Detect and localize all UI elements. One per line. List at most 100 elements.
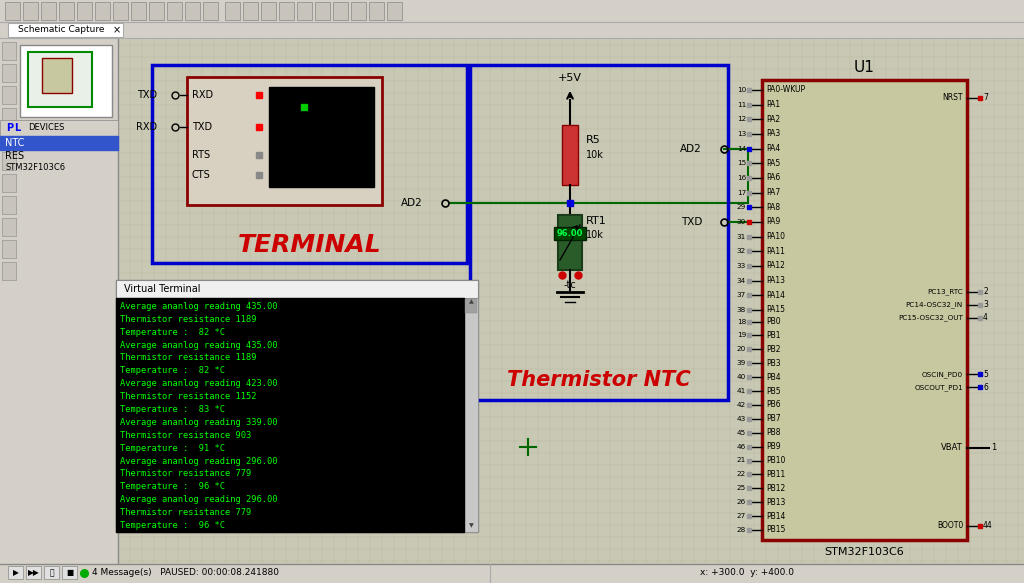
Bar — [351, 2, 366, 20]
Bar — [243, 2, 258, 20]
Text: ▶: ▶ — [12, 568, 18, 577]
Text: PB14: PB14 — [766, 512, 785, 521]
Text: x: +300.0  y: +400.0: x: +300.0 y: +400.0 — [700, 568, 794, 577]
Text: PA3: PA3 — [766, 129, 780, 139]
Text: AD2: AD2 — [680, 143, 702, 154]
Text: NRST: NRST — [942, 93, 963, 103]
Bar — [0, 136, 118, 150]
Text: CTS: CTS — [193, 170, 211, 180]
Bar — [118, 38, 1024, 565]
Text: 34: 34 — [736, 278, 746, 284]
Text: PB9: PB9 — [766, 442, 780, 451]
Bar — [5, 2, 20, 20]
Bar — [62, 566, 77, 579]
Text: TXD: TXD — [137, 90, 157, 100]
Bar — [44, 566, 59, 579]
Text: STM32F103C6: STM32F103C6 — [824, 547, 904, 557]
Bar — [333, 2, 348, 20]
Text: P: P — [6, 123, 13, 133]
Text: 16: 16 — [736, 175, 746, 181]
Text: 40: 40 — [736, 374, 746, 380]
Text: PB0: PB0 — [766, 317, 780, 326]
Bar — [470, 65, 728, 400]
Text: +5V: +5V — [558, 73, 582, 83]
Text: Thermistor resistance 779: Thermistor resistance 779 — [120, 508, 251, 517]
Text: Average ananlog reading 435.00: Average ananlog reading 435.00 — [120, 302, 278, 311]
Text: Temperature :  82 *C: Temperature : 82 *C — [120, 366, 225, 375]
Bar — [150, 2, 164, 20]
Bar — [8, 23, 123, 37]
Text: 32: 32 — [736, 248, 746, 254]
Bar — [464, 298, 478, 532]
Text: TXD: TXD — [681, 217, 702, 227]
Text: PB3: PB3 — [766, 359, 780, 368]
Bar — [26, 566, 41, 579]
Text: PA1: PA1 — [766, 100, 780, 109]
Text: Average ananlog reading 339.00: Average ananlog reading 339.00 — [120, 418, 278, 427]
Text: PB15: PB15 — [766, 525, 785, 535]
Bar — [0, 564, 1024, 583]
Text: Thermistor resistance 779: Thermistor resistance 779 — [120, 469, 251, 479]
Text: 18: 18 — [736, 318, 746, 325]
Text: 4 Message(s)   PAUSED: 00:00:08.241880: 4 Message(s) PAUSED: 00:00:08.241880 — [92, 568, 279, 577]
Text: PC14-OSC32_IN: PC14-OSC32_IN — [906, 301, 963, 308]
Text: PB8: PB8 — [766, 428, 780, 437]
Text: PA6: PA6 — [766, 174, 780, 182]
Text: PA5: PA5 — [766, 159, 780, 168]
Text: 10k: 10k — [586, 230, 604, 240]
Text: Average ananlog reading 296.00: Average ananlog reading 296.00 — [120, 456, 278, 466]
Text: 33: 33 — [736, 263, 746, 269]
Bar — [297, 2, 312, 20]
Text: PA7: PA7 — [766, 188, 780, 197]
Text: 41: 41 — [736, 388, 746, 394]
Text: DEVICES: DEVICES — [28, 124, 65, 132]
Text: 39: 39 — [736, 360, 746, 366]
Text: PA10: PA10 — [766, 232, 785, 241]
Text: Temperature :  82 *C: Temperature : 82 *C — [120, 328, 225, 337]
Text: BOOT0: BOOT0 — [937, 522, 963, 531]
Text: Virtual Terminal: Virtual Terminal — [124, 284, 201, 294]
Bar — [2, 262, 16, 280]
Bar — [203, 2, 218, 20]
Bar — [0, 0, 1024, 22]
Text: Thermistor resistance 903: Thermistor resistance 903 — [120, 431, 251, 440]
Bar — [187, 77, 382, 205]
Text: Temperature :  83 *C: Temperature : 83 *C — [120, 405, 225, 414]
Text: 27: 27 — [736, 513, 746, 519]
Text: PB4: PB4 — [766, 373, 780, 382]
Text: 4: 4 — [983, 313, 988, 322]
Text: -tc: -tc — [563, 280, 577, 290]
Text: 5: 5 — [983, 370, 988, 379]
Bar — [20, 45, 112, 117]
Text: 7: 7 — [983, 93, 988, 103]
Bar — [554, 227, 586, 240]
Bar — [152, 65, 467, 263]
Bar — [558, 215, 582, 270]
Bar — [113, 2, 128, 20]
Bar — [2, 240, 16, 258]
Bar — [0, 38, 118, 565]
Text: PA13: PA13 — [766, 276, 785, 285]
Bar — [42, 58, 72, 93]
Bar — [562, 125, 578, 185]
Bar — [387, 2, 402, 20]
Text: Temperature :  96 *C: Temperature : 96 *C — [120, 521, 225, 530]
Text: PB6: PB6 — [766, 401, 780, 409]
Text: PA8: PA8 — [766, 203, 780, 212]
Text: PB10: PB10 — [766, 456, 785, 465]
Text: ▼: ▼ — [469, 524, 473, 529]
Text: L: L — [14, 123, 20, 133]
Text: AD2: AD2 — [401, 198, 423, 208]
Text: 6: 6 — [983, 383, 988, 392]
Text: RTS: RTS — [193, 150, 210, 160]
Text: 10: 10 — [736, 87, 746, 93]
Text: 22: 22 — [736, 472, 746, 477]
Text: 43: 43 — [736, 416, 746, 422]
Text: 1: 1 — [991, 444, 996, 452]
Text: 30: 30 — [736, 219, 746, 225]
Text: 37: 37 — [736, 292, 746, 298]
Text: PA12: PA12 — [766, 262, 784, 271]
Text: 26: 26 — [736, 499, 746, 505]
Bar — [116, 280, 478, 298]
Text: 11: 11 — [736, 101, 746, 108]
